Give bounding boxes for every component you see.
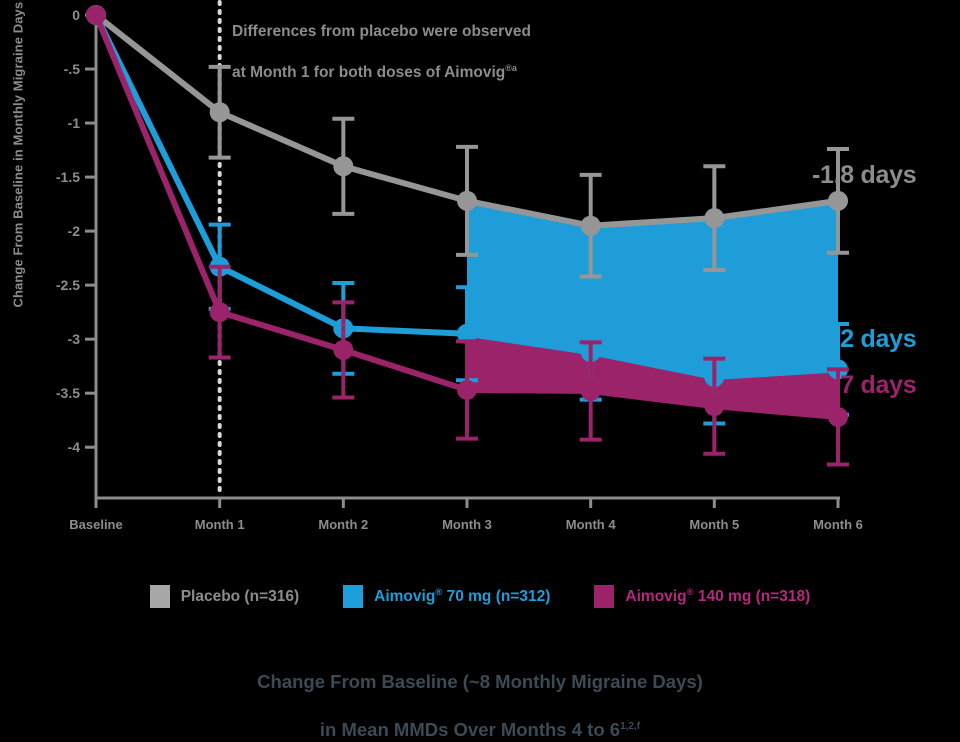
chart-annotation: Differences from placebo were observed a… [232, 2, 531, 84]
y-tick-label: -1 [67, 115, 80, 132]
data-point[interactable] [828, 190, 848, 211]
data-point[interactable] [704, 396, 725, 417]
band-70mg-to-140mg [467, 333, 838, 417]
y-tick-label: -2 [67, 223, 80, 240]
data-point[interactable] [457, 379, 477, 400]
legend-swatch-dose70 [343, 585, 364, 608]
y-tick-label: -1.5 [55, 169, 80, 186]
data-point[interactable] [333, 339, 354, 360]
data-point[interactable] [457, 190, 477, 211]
data-point[interactable] [704, 208, 725, 229]
data-point[interactable] [209, 302, 230, 323]
annotation-line-1: Differences from placebo were observed [232, 23, 531, 41]
legend-label-dose140: Aimovig® 140 mg (n=318) [625, 586, 811, 606]
series-placebo [86, 5, 849, 279]
data-point[interactable] [457, 323, 477, 344]
legend-item-placebo[interactable]: Placebo (n=316) [149, 585, 300, 608]
x-tick-label-month-5: Month 5 [689, 517, 740, 532]
end-label-placebo: -1.8 days [812, 161, 917, 189]
data-point[interactable] [86, 5, 106, 25]
caption-line-2: in Mean MMDs Over Months 4 to 6 [319, 719, 621, 741]
legend-label-placebo: Placebo (n=316) [180, 587, 300, 605]
chart-caption: Change From Baseline (~8 Monthly Migrain… [0, 646, 960, 742]
y-tick-label: 0 [72, 7, 80, 23]
x-tick-label-month-1: Month 1 [194, 517, 245, 532]
annotation-superscript: ®a [505, 63, 517, 74]
legend-item-dose70[interactable]: Aimovig® 70 mg (n=312) [343, 585, 550, 608]
y-tick-label: -3 [67, 331, 80, 348]
band-placebo-to-70mg [467, 200, 838, 377]
y-tick-label: -3.5 [55, 385, 80, 402]
data-point[interactable] [209, 102, 230, 123]
end-label-dose70: -3.2 days [812, 325, 917, 353]
x-tick-label-month-3: Month 3 [442, 517, 492, 532]
legend-swatch-placebo [149, 585, 170, 608]
data-point[interactable] [580, 381, 601, 402]
legend-item-dose140[interactable]: Aimovig® 140 mg (n=318) [594, 585, 810, 608]
caption-line-1: Change From Baseline (~8 Monthly Migrain… [257, 671, 703, 693]
caption-superscript: 1,2,f [620, 720, 641, 732]
series-aimovig-140-mg [86, 5, 849, 467]
y-tick-label: -2.5 [55, 277, 80, 294]
annotation-line-2: at Month 1 for both doses of Aimovig [232, 64, 506, 82]
legend-swatch-dose140 [594, 585, 615, 608]
data-point[interactable] [333, 156, 354, 177]
data-point[interactable] [828, 406, 848, 427]
end-label-dose140: -3.7 days [812, 371, 917, 399]
x-tick-label-month-6: Month 6 [813, 517, 863, 532]
x-tick-label-month-2: Month 2 [318, 517, 369, 532]
x-tick-label-baseline: Baseline [69, 517, 123, 532]
x-tick-label-month-4: Month 4 [565, 517, 616, 532]
chart-plot [85, 0, 849, 508]
chart-legend: Placebo (n=316) Aimovig® 70 mg (n=312) A… [0, 585, 960, 608]
legend-label-dose70: Aimovig® 70 mg (n=312) [374, 586, 551, 606]
y-tick-label: -4 [67, 439, 80, 456]
registered-icon: ® [435, 586, 443, 598]
registered-icon: ® [686, 586, 694, 598]
y-tick-label: -.5 [63, 61, 80, 78]
data-point[interactable] [580, 215, 601, 236]
